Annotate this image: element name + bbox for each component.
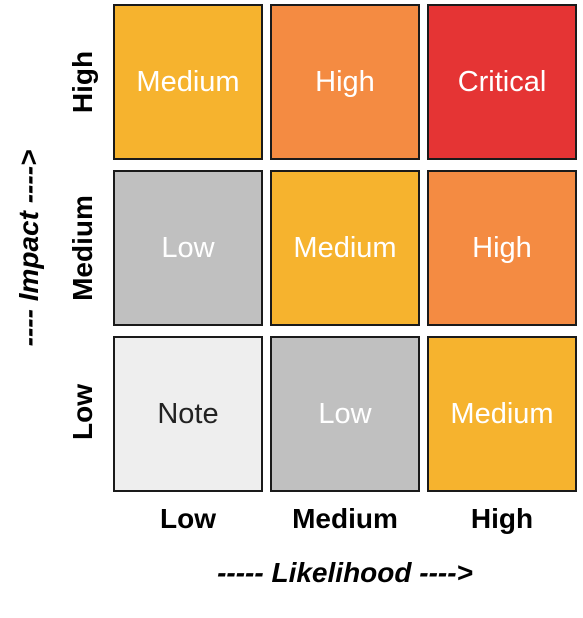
row-label-high-text: High — [67, 50, 98, 114]
cell-impact-low-likelihood-medium: Low — [270, 336, 420, 492]
column-label-low: Low — [160, 503, 216, 534]
cell-impact-low-likelihood-high: Medium — [427, 336, 577, 492]
risk-matrix-grid: Medium High Critical Low Medium High Not… — [113, 4, 577, 492]
cell-impact-high-likelihood-low: Medium — [113, 4, 263, 160]
column-label-high: High — [470, 503, 534, 534]
cell-impact-low-likelihood-low: Note — [113, 336, 263, 492]
x-axis-title: ----- Likelihood ----> — [217, 557, 473, 588]
column-label-medium: Medium — [292, 503, 398, 534]
row-label-medium-text: Medium — [67, 195, 98, 301]
cell-impact-high-likelihood-medium: High — [270, 4, 420, 160]
cell-impact-medium-likelihood-high: High — [427, 170, 577, 326]
cell-impact-high-likelihood-high: Critical — [427, 4, 577, 160]
row-label-low-text: Low — [67, 384, 98, 440]
y-axis-title-text: ---- Impact ----> — [13, 149, 44, 347]
cell-impact-medium-likelihood-medium: Medium — [270, 170, 420, 326]
cell-impact-medium-likelihood-low: Low — [113, 170, 263, 326]
